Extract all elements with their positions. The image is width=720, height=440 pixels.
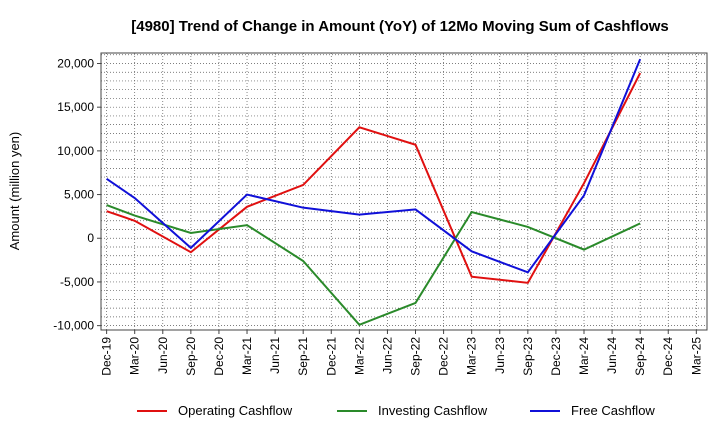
- y-tick-label: -5,000: [60, 275, 94, 289]
- y-tick-label: 0: [87, 231, 94, 245]
- x-tick-label: Mar-21: [240, 337, 254, 375]
- legend: Operating Cashflow Investing Cashflow Free…: [137, 403, 655, 418]
- legend-label-operating-cashflow: Operating Cashflow: [178, 403, 293, 418]
- x-tick-label: Sep-22: [409, 337, 423, 376]
- plot-background: [101, 53, 707, 330]
- x-tick-label: Sep-20: [184, 337, 198, 376]
- y-axis-label: Amount (million yen): [7, 132, 22, 251]
- x-tick-label: Dec-24: [661, 337, 675, 376]
- x-tick-label: Dec-22: [437, 337, 451, 376]
- x-tick-label: Dec-20: [212, 337, 226, 376]
- operating-cashflow-line: [106, 72, 642, 284]
- y-tick-label: 20,000: [57, 56, 94, 70]
- legend-label-investing-cashflow: Investing Cashflow: [378, 403, 488, 418]
- chart-title: [4980] Trend of Change in Amount (YoY) o…: [131, 18, 669, 35]
- plot-border: [100, 52, 708, 331]
- x-tick-label: Jun-24: [605, 337, 619, 374]
- x-tick-label: Sep-24: [633, 337, 647, 376]
- x-tick-label: Dec-21: [324, 337, 338, 376]
- y-tick-label: 15,000: [57, 100, 94, 114]
- x-tick-label: Mar-25: [689, 337, 703, 375]
- x-tick-label: Mar-22: [352, 337, 366, 375]
- y-tick-label: 5,000: [64, 188, 94, 202]
- y-tick-label: 10,000: [57, 144, 94, 158]
- plot-area: -10,000 -5,000 0 5,000 10,000 15,000 20,000 Dec…: [53, 52, 708, 376]
- y-tick-label: -10,000: [53, 319, 94, 333]
- x-tick-label: Jun-22: [380, 337, 394, 374]
- x-tick-label: Sep-23: [521, 337, 535, 376]
- x-tick-label: Sep-21: [296, 337, 310, 376]
- investing-cashflow-line: [106, 204, 641, 326]
- free-cashflow-line: [106, 58, 642, 274]
- x-tick-label: Dec-23: [549, 337, 563, 376]
- x-tick-label: Jun-21: [268, 337, 282, 374]
- x-tick-label: Jun-20: [156, 337, 170, 374]
- legend-label-free-cashflow: Free Cashflow: [571, 403, 655, 418]
- x-tick-label: Jun-23: [493, 337, 507, 374]
- x-tick-label: Mar-20: [128, 337, 142, 375]
- x-tick-label: Mar-24: [577, 337, 591, 375]
- x-tick-label: Mar-23: [465, 337, 479, 375]
- x-tick-label: Dec-19: [100, 337, 114, 376]
